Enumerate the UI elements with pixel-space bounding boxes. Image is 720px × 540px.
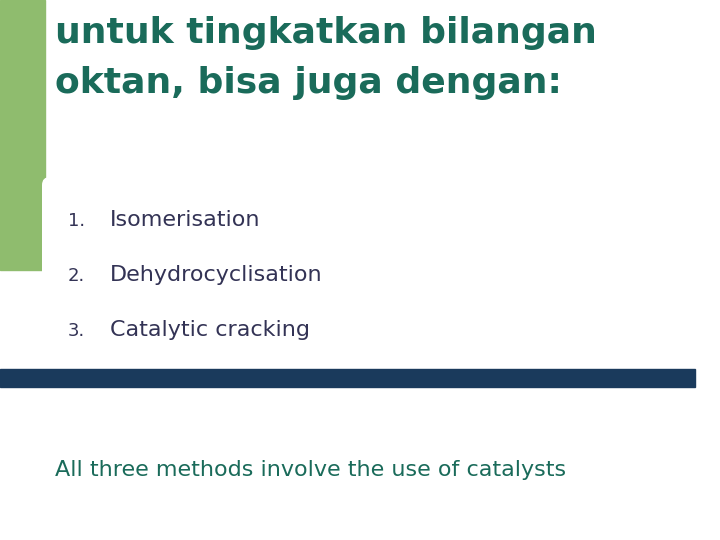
Text: untuk tingkatkan bilangan: untuk tingkatkan bilangan [55, 16, 597, 50]
FancyBboxPatch shape [42, 177, 720, 393]
Text: oktan, bisa juga dengan:: oktan, bisa juga dengan: [55, 66, 562, 100]
Bar [0, 369, 695, 387]
Text: 3.: 3. [68, 322, 85, 340]
Text: 1.: 1. [68, 212, 85, 230]
Text: Isomerisation: Isomerisation [110, 210, 261, 230]
Bar [0, 0, 45, 270]
Text: Catalytic cracking: Catalytic cracking [110, 320, 310, 340]
Text: All three methods involve the use of catalysts: All three methods involve the use of cat… [55, 460, 566, 480]
Text: 2.: 2. [68, 267, 85, 285]
Text: Dehydrocyclisation: Dehydrocyclisation [110, 265, 323, 285]
